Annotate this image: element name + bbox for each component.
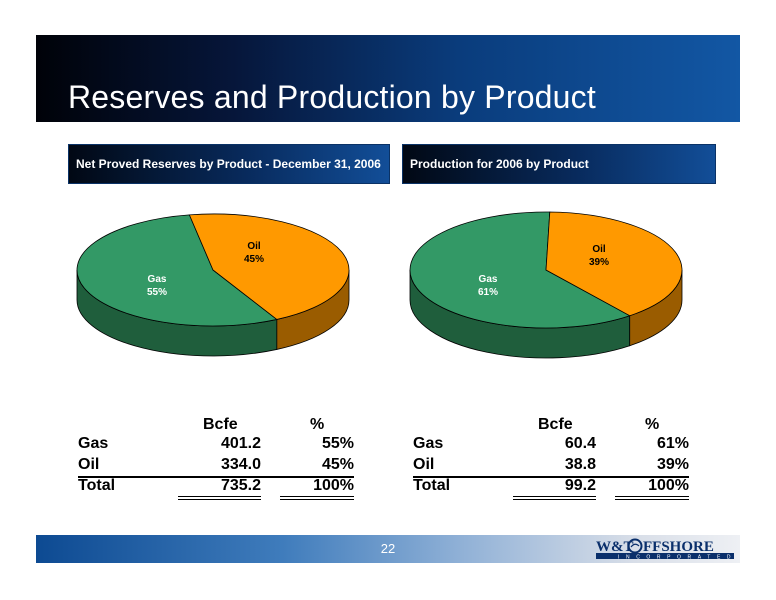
oil-slice-value: 39% xyxy=(589,257,609,268)
gas-slice xyxy=(409,211,631,329)
reserves-chart-title: Net Proved Reserves by Product - Decembe… xyxy=(68,144,390,184)
reserves-table: Bcfe % Gas 401.2 55% Oil 334.0 45% Total… xyxy=(78,416,358,502)
gas-slice-value: 61% xyxy=(478,287,498,298)
oil-percent: 45% xyxy=(321,456,354,473)
row-label-oil: Oil xyxy=(78,456,100,473)
pie-charts: Gas 55% Oil 45% Gas 61% Oil 39% xyxy=(76,211,683,359)
svg-text:W&T: W&T xyxy=(596,539,634,555)
production-pie: Gas 61% Oil 39% xyxy=(409,211,683,359)
header-bcfe: Bcfe xyxy=(203,416,238,433)
double-underline xyxy=(513,496,596,497)
total-rule xyxy=(413,476,689,478)
oil-slice xyxy=(545,211,683,317)
header-bcfe: Bcfe xyxy=(538,416,573,433)
page-number: 22 xyxy=(380,541,396,556)
gas-bcfe: 60.4 xyxy=(564,435,596,452)
footer-bar: 22 W&T FFSHORE INCORPORATED xyxy=(36,535,740,563)
total-percent: 100% xyxy=(648,477,689,494)
gas-slice xyxy=(76,214,278,327)
oil-bcfe: 334.0 xyxy=(220,456,261,473)
reserves-pie: Gas 55% Oil 45% xyxy=(76,213,350,357)
oil-slice-value: 45% xyxy=(244,254,264,265)
production-chart-title: Production for 2006 by Product xyxy=(402,144,716,184)
row-label-oil: Oil xyxy=(413,456,435,473)
row-label-gas: Gas xyxy=(413,435,444,452)
gas-percent: 55% xyxy=(321,435,354,452)
oil-slice xyxy=(188,213,350,320)
total-percent: 100% xyxy=(313,477,354,494)
oil-bcfe: 38.8 xyxy=(564,456,596,473)
double-underline xyxy=(280,496,354,497)
row-label-total: Total xyxy=(413,477,451,494)
double-underline xyxy=(178,499,261,500)
row-label-total: Total xyxy=(78,477,116,494)
title-bar: Reserves and Production by Product xyxy=(36,35,740,122)
double-underline xyxy=(178,496,261,497)
header-percent: % xyxy=(310,416,325,433)
double-underline xyxy=(615,496,689,497)
total-rule xyxy=(78,476,354,478)
slide-title: Reserves and Production by Product xyxy=(68,79,596,115)
wt-offshore-logo: W&T FFSHORE INCORPORATED xyxy=(596,538,737,560)
double-underline xyxy=(513,499,596,500)
row-label-gas: Gas xyxy=(78,435,109,452)
total-bcfe: 99.2 xyxy=(564,477,596,494)
header-percent: % xyxy=(645,416,660,433)
gas-slice-label: Gas xyxy=(148,274,167,285)
oil-percent: 39% xyxy=(656,456,689,473)
production-table: Bcfe % Gas 60.4 61% Oil 38.8 39% Total 9… xyxy=(413,416,693,502)
gas-bcfe: 401.2 xyxy=(220,435,261,452)
double-underline xyxy=(615,499,689,500)
total-bcfe: 735.2 xyxy=(220,477,261,494)
double-underline xyxy=(280,499,354,500)
gas-percent: 61% xyxy=(656,435,689,452)
svg-text:FFSHORE: FFSHORE xyxy=(643,539,714,555)
gas-slice-label: Gas xyxy=(479,274,498,285)
svg-text:INCORPORATED: INCORPORATED xyxy=(618,554,737,560)
gas-slice-value: 55% xyxy=(147,287,167,298)
oil-slice-label: Oil xyxy=(247,241,261,252)
oil-slice-label: Oil xyxy=(592,244,606,255)
